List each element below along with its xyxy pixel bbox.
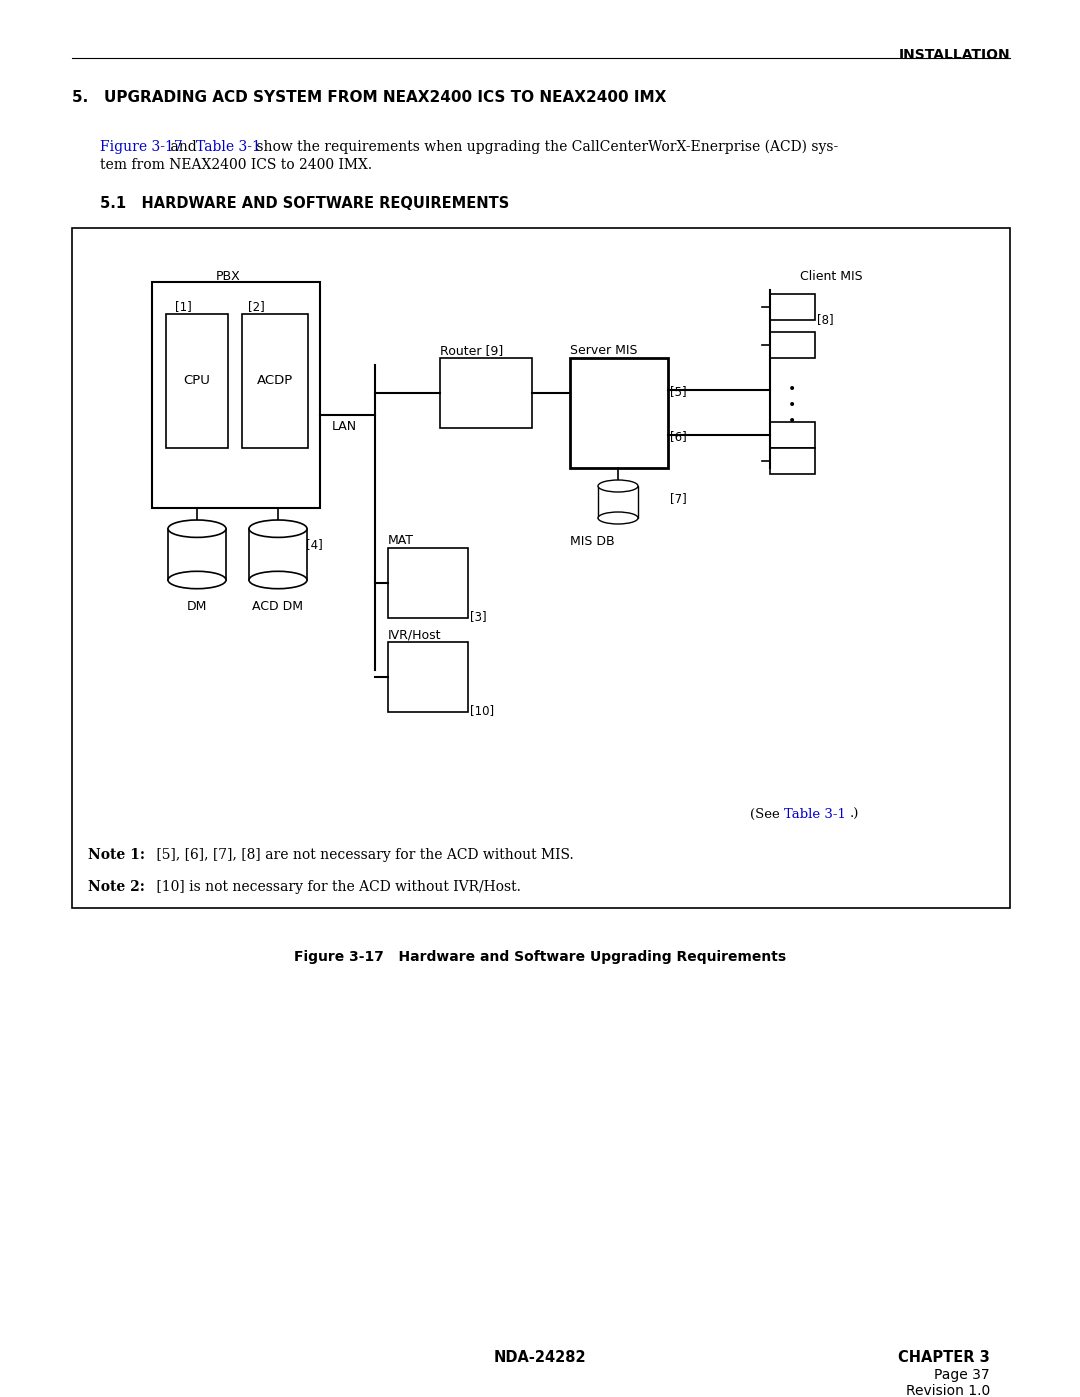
Text: Client MIS: Client MIS: [800, 270, 863, 284]
Text: Figure 3-17   Hardware and Software Upgrading Requirements: Figure 3-17 Hardware and Software Upgrad…: [294, 950, 786, 964]
Ellipse shape: [598, 511, 638, 524]
Bar: [570, 358, 669, 468]
Text: CPU: CPU: [184, 374, 211, 387]
Text: ACDP: ACDP: [257, 374, 293, 387]
Text: show the requirements when upgrading the CallCenterWorX-Enerprise (ACD) sys-: show the requirements when upgrading the…: [252, 140, 838, 155]
Bar: [770, 422, 815, 448]
Text: Table 3-1: Table 3-1: [195, 140, 261, 154]
Text: [7]: [7]: [670, 492, 687, 504]
Bar: [388, 643, 468, 712]
Ellipse shape: [249, 571, 307, 588]
Ellipse shape: [168, 520, 226, 538]
Text: IVR/Host: IVR/Host: [388, 629, 442, 641]
Text: and: and: [166, 140, 201, 154]
Text: PBX: PBX: [216, 270, 241, 284]
Text: .): .): [850, 807, 860, 821]
Text: MAT: MAT: [388, 534, 414, 548]
Text: ACD DM: ACD DM: [253, 599, 303, 613]
Text: 5.1   HARDWARE AND SOFTWARE REQUIREMENTS: 5.1 HARDWARE AND SOFTWARE REQUIREMENTS: [100, 196, 510, 211]
Bar: [388, 548, 468, 617]
Text: 5.   UPGRADING ACD SYSTEM FROM NEAX2400 ICS TO NEAX2400 IMX: 5. UPGRADING ACD SYSTEM FROM NEAX2400 IC…: [72, 89, 666, 105]
Text: MIS DB: MIS DB: [570, 535, 615, 548]
Text: INSTALLATION: INSTALLATION: [899, 47, 1010, 61]
Text: [2]: [2]: [248, 300, 265, 313]
Text: [1]: [1]: [175, 300, 192, 313]
Text: LAN: LAN: [332, 420, 357, 433]
Text: •
•
•: • • •: [788, 381, 797, 429]
Text: Page 37: Page 37: [934, 1368, 990, 1382]
Bar: [249, 528, 307, 580]
Bar: [72, 228, 1010, 908]
Bar: [770, 293, 815, 320]
Bar: [242, 314, 308, 448]
Bar: [168, 528, 226, 580]
Text: [8]: [8]: [816, 313, 834, 326]
Bar: [166, 314, 228, 448]
Bar: [770, 332, 815, 358]
Text: [5]: [5]: [670, 386, 687, 398]
Text: Revision 1.0: Revision 1.0: [906, 1384, 990, 1397]
Text: [4]: [4]: [306, 538, 323, 550]
Text: Note 1:: Note 1:: [87, 848, 145, 862]
Text: [5], [6], [7], [8] are not necessary for the ACD without MIS.: [5], [6], [7], [8] are not necessary for…: [152, 848, 573, 862]
Text: Router [9]: Router [9]: [440, 344, 503, 358]
Text: tem from NEAX2400 ICS to 2400 IMX.: tem from NEAX2400 ICS to 2400 IMX.: [100, 158, 373, 172]
Text: Note 2:: Note 2:: [87, 880, 145, 894]
Text: [6]: [6]: [670, 430, 687, 443]
Bar: [152, 282, 320, 509]
Bar: [440, 358, 532, 427]
Text: Figure 3-17: Figure 3-17: [100, 140, 183, 154]
Text: CHAPTER 3: CHAPTER 3: [899, 1350, 990, 1365]
Ellipse shape: [598, 481, 638, 492]
Text: [3]: [3]: [470, 610, 487, 623]
Bar: [770, 448, 815, 474]
Bar: [598, 486, 638, 518]
Text: Server MIS: Server MIS: [570, 344, 637, 358]
Text: NDA-24282: NDA-24282: [494, 1350, 586, 1365]
Text: [10]: [10]: [470, 704, 495, 717]
Text: (See: (See: [750, 807, 784, 821]
Text: DM: DM: [187, 599, 207, 613]
Ellipse shape: [249, 520, 307, 538]
Text: Table 3-1: Table 3-1: [784, 807, 846, 821]
Ellipse shape: [168, 571, 226, 588]
Text: [10] is not necessary for the ACD without IVR/Host.: [10] is not necessary for the ACD withou…: [152, 880, 521, 894]
